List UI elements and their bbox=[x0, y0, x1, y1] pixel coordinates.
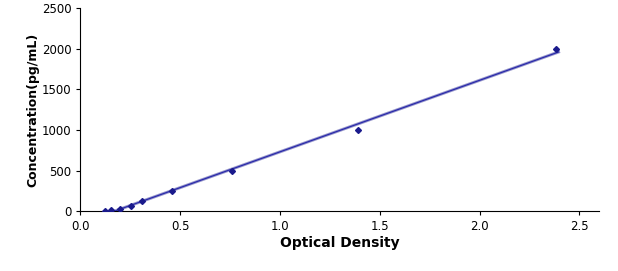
X-axis label: Optical Density: Optical Density bbox=[280, 236, 400, 250]
Y-axis label: Concentration(pg/mL): Concentration(pg/mL) bbox=[26, 33, 39, 187]
